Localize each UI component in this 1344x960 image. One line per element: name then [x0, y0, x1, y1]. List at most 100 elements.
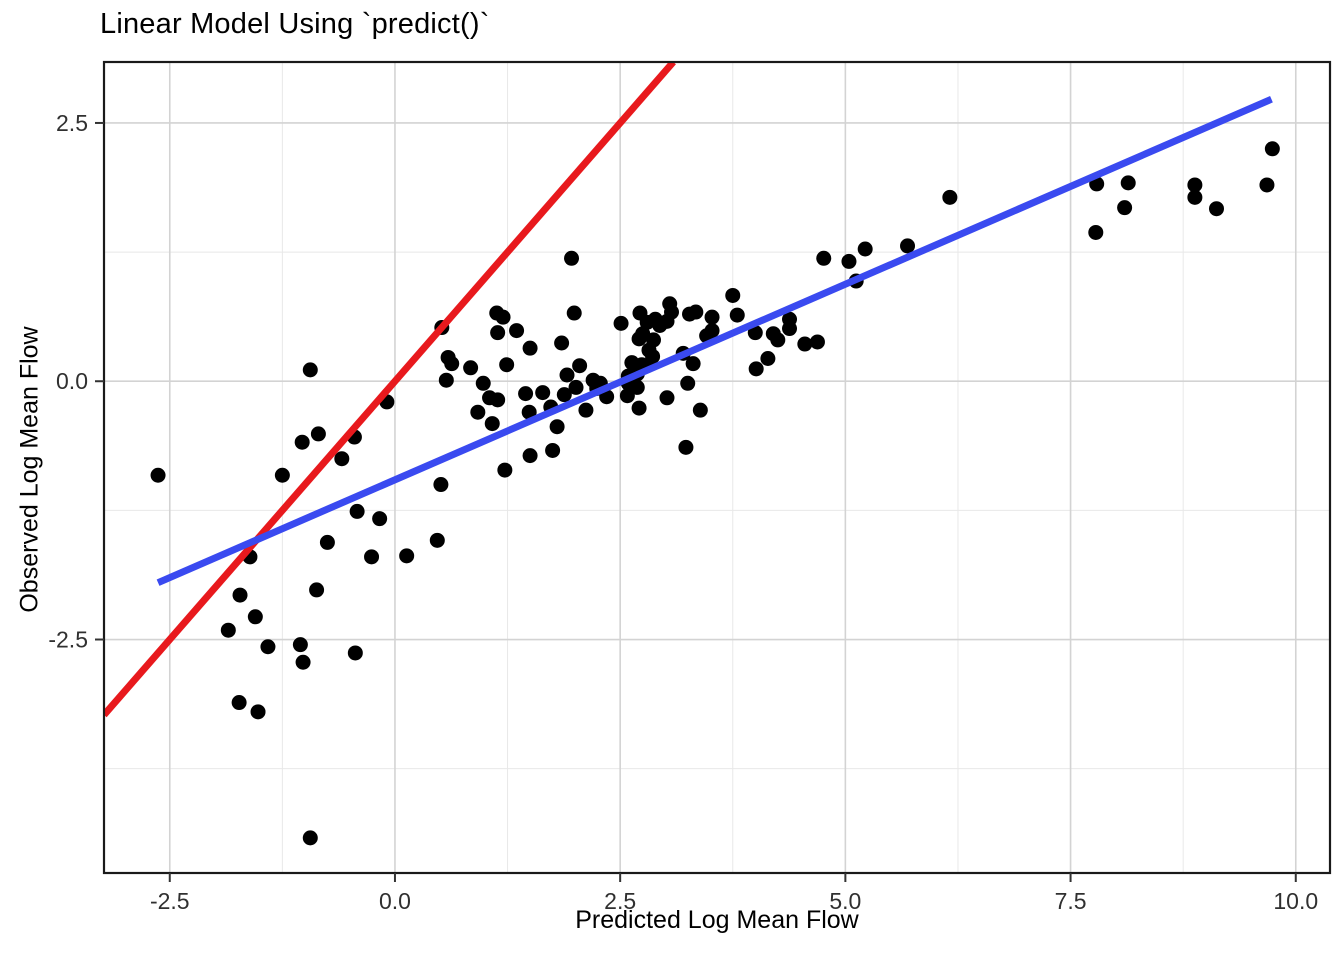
data-point: [495, 309, 511, 325]
data-point: [497, 462, 513, 478]
data-point: [433, 477, 449, 493]
data-point: [302, 362, 318, 378]
data-point: [725, 287, 741, 303]
data-point: [490, 325, 506, 341]
data-point: [1187, 189, 1203, 205]
data-point: [816, 250, 832, 266]
data-point: [645, 348, 661, 364]
data-point: [645, 332, 661, 348]
data-point: [499, 357, 515, 373]
data-point: [613, 315, 629, 331]
data-point: [748, 361, 764, 377]
data-point: [809, 334, 825, 350]
data-point: [319, 534, 335, 550]
data-point: [302, 830, 318, 846]
data-point: [1264, 141, 1280, 157]
x-tick-label: 10.0: [1273, 888, 1318, 914]
data-point: [559, 367, 575, 383]
data-point: [554, 335, 570, 351]
data-point: [1120, 175, 1136, 191]
data-point: [535, 385, 551, 401]
data-point: [857, 241, 873, 257]
data-point: [797, 336, 813, 352]
data-point: [564, 250, 580, 266]
data-point: [364, 549, 380, 565]
data-point: [509, 323, 525, 339]
data-point: [438, 372, 454, 388]
data-point: [942, 189, 958, 205]
data-point: [729, 307, 745, 323]
y-tick-label: -2.5: [48, 627, 88, 653]
data-point: [274, 467, 290, 483]
data-point: [704, 323, 720, 339]
data-point: [150, 467, 166, 483]
data-point: [292, 637, 308, 653]
data-point: [475, 375, 491, 391]
data-point: [659, 390, 675, 406]
data-point: [692, 402, 708, 418]
x-tick-label: 7.5: [1055, 888, 1087, 914]
data-point: [399, 548, 415, 564]
data-point: [900, 238, 916, 254]
x-tick-label: 2.5: [604, 888, 636, 914]
data-point: [295, 654, 311, 670]
data-point: [685, 356, 701, 372]
y-tick-label: 0.0: [56, 368, 88, 394]
data-point: [250, 704, 266, 720]
data-point: [310, 426, 326, 442]
data-point: [782, 321, 798, 337]
data-point: [220, 622, 236, 638]
data-point: [490, 392, 506, 408]
data-point: [522, 448, 538, 464]
data-point: [688, 304, 704, 320]
data-point: [522, 340, 538, 356]
data-point: [247, 609, 263, 625]
data-point: [568, 379, 584, 395]
data-point: [334, 451, 350, 467]
data-point: [1259, 177, 1275, 193]
data-point: [429, 532, 445, 548]
data-point: [747, 325, 763, 341]
data-point: [444, 356, 460, 372]
data-point: [521, 404, 537, 420]
data-point: [631, 400, 647, 416]
x-tick-label: 5.0: [829, 888, 861, 914]
data-point: [770, 332, 786, 348]
data-point: [309, 582, 325, 598]
data-point: [1117, 200, 1133, 216]
panel-background: [104, 62, 1330, 873]
data-point: [484, 416, 500, 432]
data-point: [294, 434, 310, 450]
fit-line: [156, 95, 1273, 586]
data-point: [347, 645, 363, 661]
data-point: [260, 639, 276, 655]
data-point: [470, 404, 486, 420]
x-axis-label: Predicted Log Mean Flow: [575, 906, 859, 934]
data-point: [1088, 224, 1104, 240]
data-point: [578, 402, 594, 418]
data-point: [841, 253, 857, 269]
data-point: [545, 442, 561, 458]
x-tick-label: -2.5: [150, 888, 190, 914]
data-point: [572, 358, 588, 374]
data-point: [1208, 201, 1224, 217]
data-point: [549, 419, 565, 435]
data-point: [231, 695, 247, 711]
data-point: [619, 388, 635, 404]
data-point: [664, 304, 680, 320]
data-point: [1187, 177, 1203, 193]
data-point: [760, 351, 776, 367]
data-point: [372, 511, 388, 527]
x-tick-label: 0.0: [379, 888, 411, 914]
data-point: [349, 503, 365, 519]
chart-title: Linear Model Using `predict()`: [100, 8, 490, 40]
data-point: [518, 386, 534, 402]
y-tick-label: 2.5: [56, 110, 88, 136]
data-point: [232, 587, 248, 603]
data-point: [629, 379, 645, 395]
data-point: [463, 360, 479, 376]
data-point: [704, 309, 720, 325]
data-point: [556, 387, 572, 403]
